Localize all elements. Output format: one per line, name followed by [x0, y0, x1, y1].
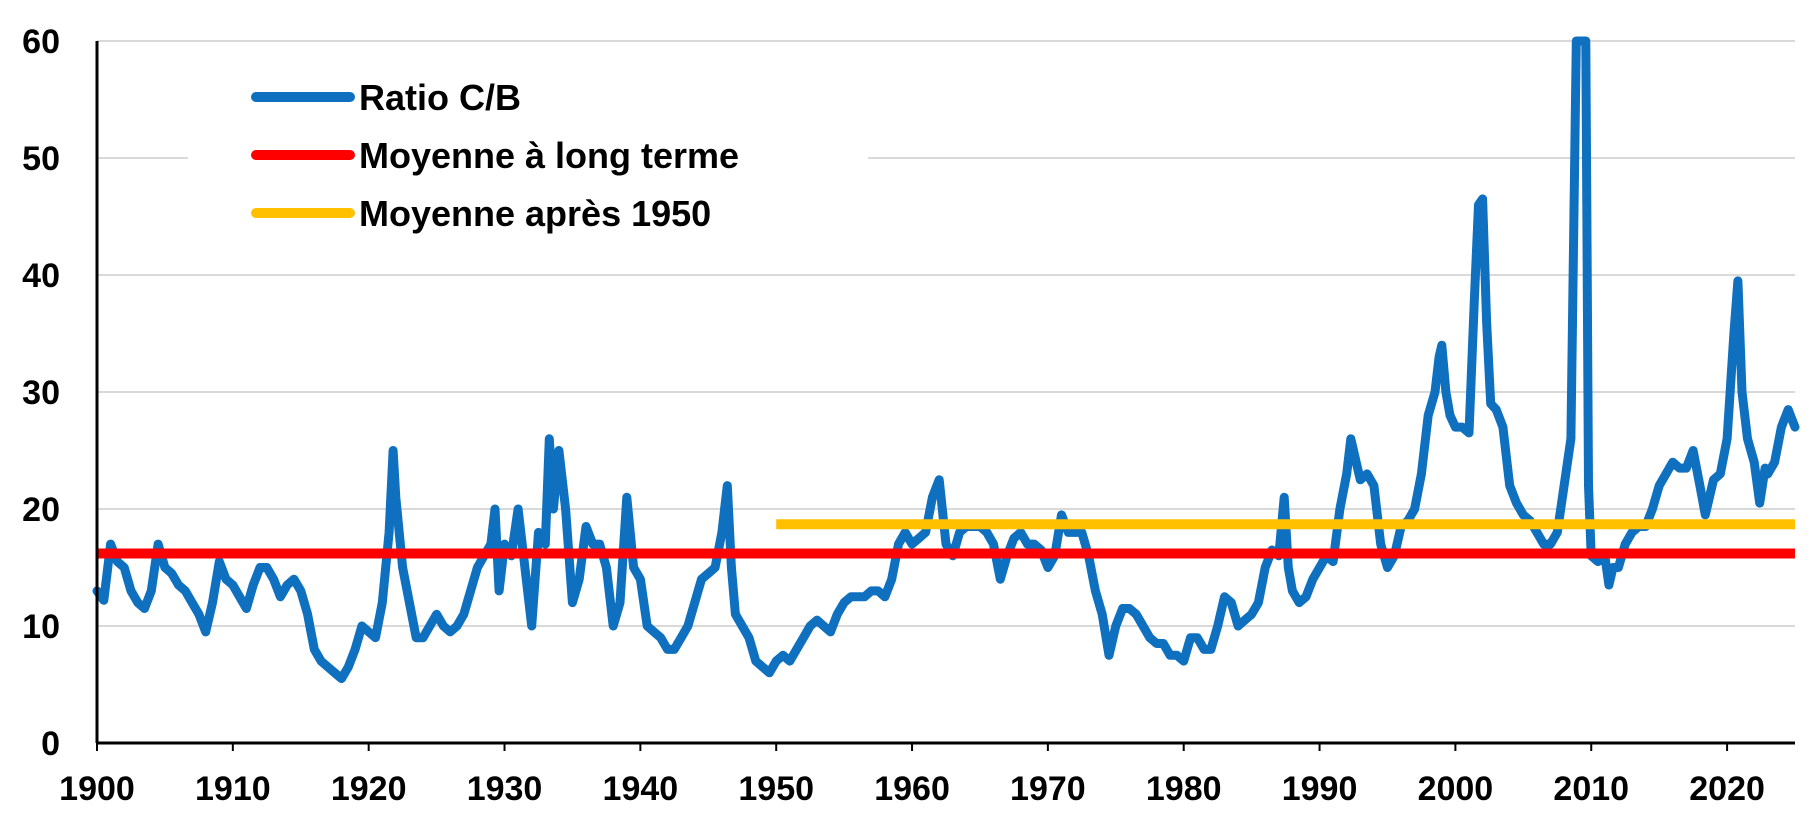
- x-tick-label: 1910: [195, 770, 271, 808]
- x-tick-label: 1900: [59, 770, 135, 808]
- axes: [95, 41, 1795, 745]
- y-tick-labels: 0 10 20 30 40 50 60: [22, 23, 60, 763]
- legend-label-1: Moyenne à long terme: [359, 135, 739, 176]
- legend: Ratio C/B Moyenne à long terme Moyenne apr…: [188, 70, 868, 250]
- x-tick-label: 1960: [874, 770, 950, 808]
- y-tick-label: 10: [22, 608, 60, 646]
- x-tick-label: 1930: [467, 770, 543, 808]
- y-tick-label: 30: [22, 374, 60, 412]
- y-tick-label: 50: [22, 140, 60, 178]
- y-tick-label: 40: [22, 257, 60, 295]
- legend-label-0: Ratio C/B: [359, 77, 521, 118]
- x-tick-label: 1920: [331, 770, 407, 808]
- y-tick-label: 60: [22, 23, 60, 61]
- x-tick-label: 1990: [1282, 770, 1358, 808]
- x-tick-label: 2000: [1418, 770, 1494, 808]
- y-tick-label: 20: [22, 491, 60, 529]
- x-tick-labels: 1900 1910 1920 1930 1940 1950 1960 1970 1980 1990…: [59, 743, 1765, 808]
- legend-label-2: Moyenne après 1950: [359, 193, 711, 234]
- x-tick-label: 2020: [1689, 770, 1765, 808]
- series-layer: [92, 36, 1800, 684]
- x-tick-label: 1940: [603, 770, 679, 808]
- x-tick-label: 1970: [1010, 770, 1086, 808]
- x-tick-label: 1980: [1146, 770, 1222, 808]
- y-tick-label: 0: [41, 725, 60, 763]
- x-tick-label: 2010: [1553, 770, 1629, 808]
- x-tick-label: 1950: [738, 770, 814, 808]
